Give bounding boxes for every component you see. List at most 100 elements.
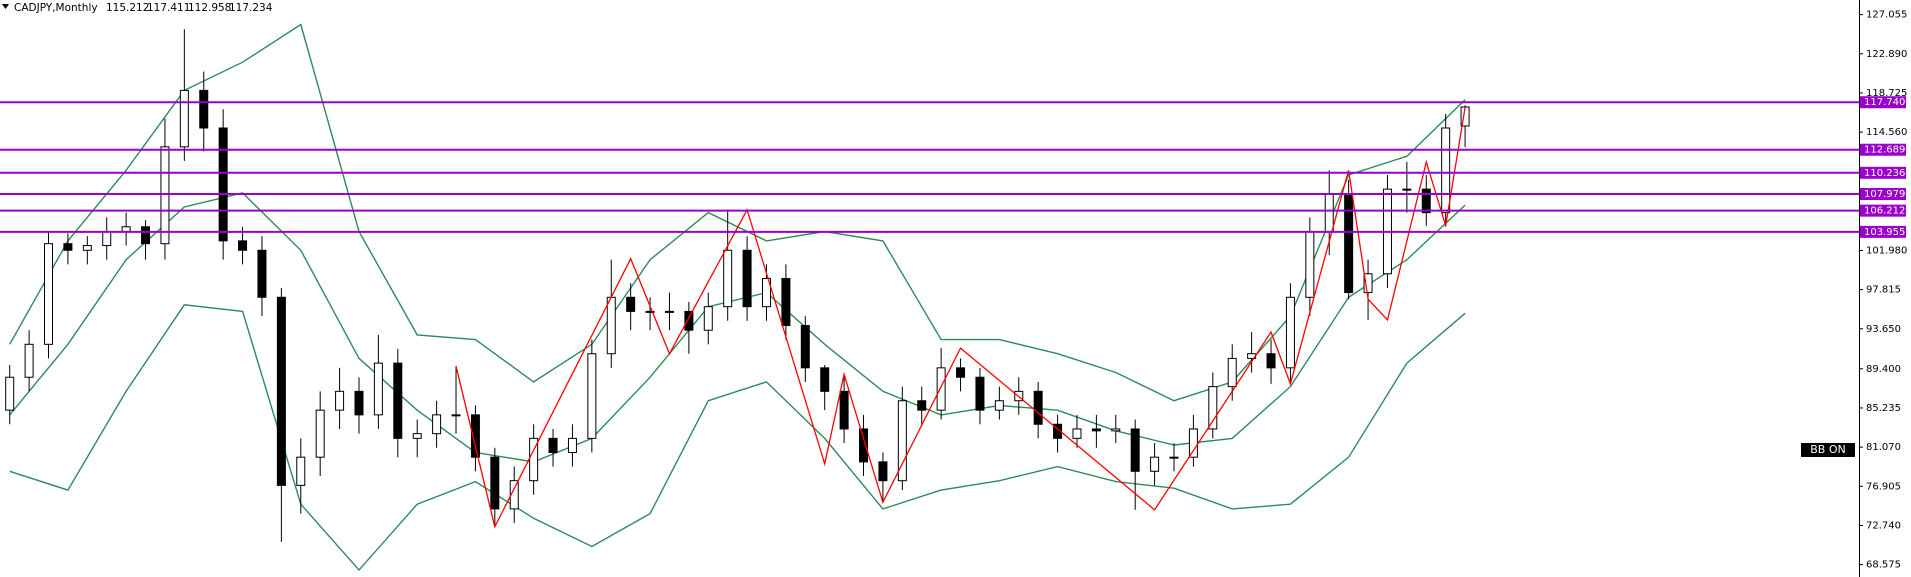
candle-body xyxy=(820,367,830,392)
y-tick-label: 72.740 xyxy=(1866,520,1901,531)
level-label-box xyxy=(1860,166,1906,179)
candle-body xyxy=(432,414,442,435)
candle-body xyxy=(179,89,189,148)
candle-body xyxy=(1363,273,1373,294)
ohlc-open: 115.212 xyxy=(106,2,149,14)
candle-body xyxy=(315,409,325,458)
candle-body xyxy=(1169,456,1179,459)
candle-body xyxy=(1091,428,1101,432)
candle-body xyxy=(354,390,364,416)
candle-body xyxy=(276,296,286,486)
level-label-box xyxy=(1860,143,1906,156)
zigzag-line xyxy=(455,107,1466,529)
candle-body xyxy=(1130,428,1140,472)
candle-body xyxy=(1227,357,1237,388)
y-tick-label: 85.235 xyxy=(1866,403,1901,414)
candle-body xyxy=(703,306,713,331)
level-label-box xyxy=(1860,188,1906,201)
candle-body xyxy=(335,390,345,411)
candle-body xyxy=(1324,193,1334,232)
candle-body xyxy=(956,367,966,378)
plot xyxy=(5,23,1470,572)
candle-body xyxy=(1033,390,1043,425)
candle-body xyxy=(1150,456,1160,472)
y-tick-label: 101.980 xyxy=(1866,245,1907,256)
candle-body xyxy=(1208,386,1218,430)
candle-body xyxy=(917,400,927,411)
candle-body xyxy=(761,277,771,308)
candle-body xyxy=(1460,106,1470,127)
candle-body xyxy=(1111,428,1121,432)
candle-body xyxy=(412,433,422,439)
level-label: 117.740 xyxy=(1864,97,1905,108)
bollinger-band xyxy=(9,192,1466,463)
candle-body xyxy=(567,437,577,453)
ohlc-close: 117.234 xyxy=(229,2,273,14)
candle-body xyxy=(626,296,636,312)
level-label: 103.955 xyxy=(1864,227,1905,238)
candle-body xyxy=(994,400,1004,411)
candle-body xyxy=(102,230,112,247)
candle-body xyxy=(44,243,54,345)
y-tick-label: 127.055 xyxy=(1866,10,1907,21)
bollinger-band xyxy=(9,304,1466,572)
candle-body xyxy=(1285,296,1295,369)
candle-body xyxy=(509,480,519,510)
y-tick-label: 76.905 xyxy=(1866,481,1901,492)
y-tick-label: 89.400 xyxy=(1866,364,1901,375)
candle-body xyxy=(1266,353,1276,369)
candle-body xyxy=(723,249,733,308)
candle-body xyxy=(1402,188,1412,191)
candle-body xyxy=(606,296,616,355)
candle-body xyxy=(781,277,791,327)
candle-body xyxy=(451,414,461,417)
candle-body xyxy=(393,362,403,439)
candle-body xyxy=(529,437,539,482)
ohlc-low: 112.958 xyxy=(188,2,231,14)
level-label-box xyxy=(1860,225,1906,238)
candle-body xyxy=(121,226,131,232)
level-label: 107.979 xyxy=(1864,189,1905,200)
candle-body xyxy=(897,400,907,482)
level-label-box xyxy=(1860,204,1906,217)
candle-body xyxy=(160,146,170,245)
y-tick-label: 122.890 xyxy=(1866,49,1907,60)
candle-body xyxy=(1421,188,1431,214)
candle-body xyxy=(1072,428,1082,439)
y-tick-label: 114.560 xyxy=(1866,127,1907,138)
candle-body xyxy=(742,249,752,308)
candle-body xyxy=(63,243,73,251)
candle-body xyxy=(5,376,15,411)
candle-body xyxy=(839,390,849,430)
symbol: CADJPY,Monthly xyxy=(14,2,98,14)
candle-body xyxy=(1441,127,1451,214)
badge-text: BB ON xyxy=(1810,443,1845,456)
candle-body xyxy=(218,127,228,242)
badge-box xyxy=(1801,443,1855,457)
candle-body xyxy=(257,249,267,298)
y-tick-label: 81.070 xyxy=(1866,442,1901,453)
candle-body xyxy=(664,310,674,313)
candle-body xyxy=(199,89,209,129)
candle-body xyxy=(1053,423,1063,439)
candle-body xyxy=(548,437,558,453)
menu-triangle[interactable] xyxy=(2,4,9,9)
y-tick-label: 68.575 xyxy=(1866,560,1901,571)
candle-body xyxy=(141,226,151,245)
candle-body xyxy=(645,310,655,313)
candle-body xyxy=(24,343,34,378)
level-label-box xyxy=(1860,96,1906,109)
candle-body xyxy=(975,376,985,411)
candle-body xyxy=(490,456,500,510)
candle-body xyxy=(1305,230,1315,298)
candle-body xyxy=(684,310,694,331)
candle-body xyxy=(800,325,810,369)
candle-body xyxy=(238,240,248,251)
candle-body xyxy=(936,367,946,411)
y-tick-label: 93.650 xyxy=(1866,324,1901,335)
candle-body xyxy=(470,414,480,458)
candle-body xyxy=(587,353,597,439)
ohlc-high: 117.411 xyxy=(147,2,190,14)
